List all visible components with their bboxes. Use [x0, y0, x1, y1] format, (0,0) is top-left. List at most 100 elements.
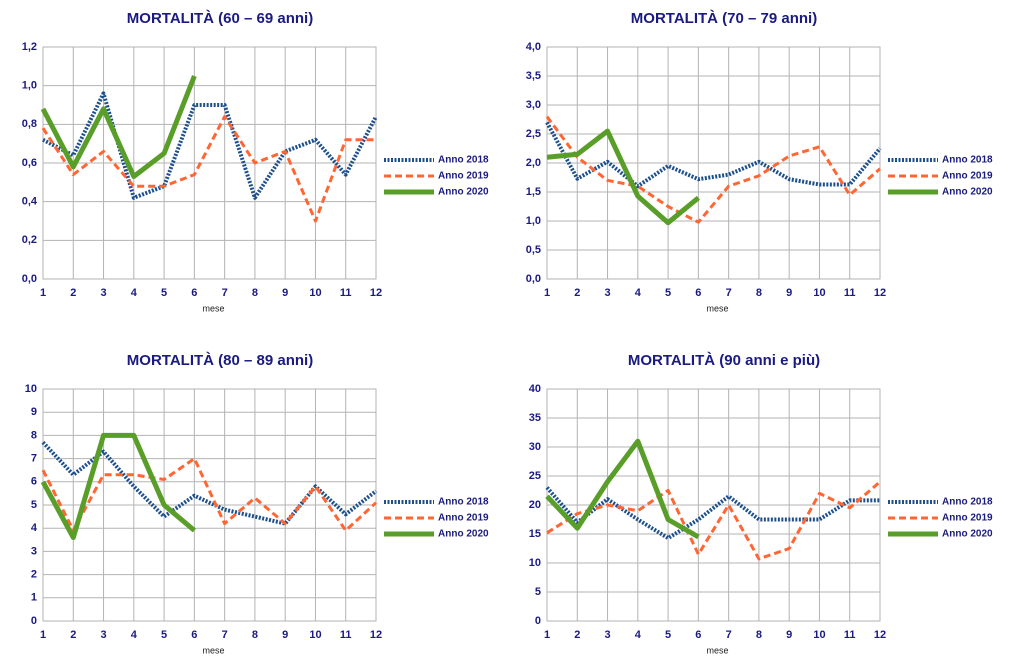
legend-label: Anno 2019: [942, 171, 993, 182]
x-tick-label: 3: [604, 287, 610, 299]
series-line: [40, 432, 197, 540]
x-tick-label: 2: [574, 287, 580, 299]
legend-label: Anno 2018: [438, 497, 489, 508]
x-tick-label: 4: [131, 287, 138, 299]
chart-title: MORTALITÀ (70 – 79 anni): [631, 10, 817, 27]
x-tick-label: 11: [844, 287, 856, 299]
x-tick-label: 12: [874, 287, 886, 299]
plot-frame: [546, 46, 881, 280]
x-tick-label: 6: [191, 287, 197, 299]
x-tick-label: 8: [756, 629, 762, 641]
y-tick-label: 5: [535, 586, 541, 598]
legend-label: Anno 2020: [942, 187, 993, 198]
legend-label: Anno 2018: [438, 155, 489, 166]
y-tick-label: 20: [529, 499, 541, 511]
y-tick-label: 4,0: [526, 41, 541, 53]
y-tick-label: 3,5: [526, 70, 541, 82]
x-tick-label: 1: [544, 629, 550, 641]
y-tick-label: 0,4: [22, 196, 38, 208]
x-tick-label: 12: [370, 287, 382, 299]
x-tick-label: 7: [222, 287, 228, 299]
x-tick-label: 8: [252, 629, 258, 641]
x-tick-label: 1: [544, 287, 550, 299]
x-tick-label: 2: [574, 629, 580, 641]
x-axis-label: mese: [706, 303, 728, 313]
x-tick-label: 3: [100, 629, 106, 641]
x-tick-label: 4: [635, 629, 642, 641]
y-tick-label: 0,8: [22, 118, 37, 130]
y-tick-label: 0,6: [22, 157, 37, 169]
x-axis-label: mese: [202, 645, 224, 655]
plot-frame: [42, 46, 377, 280]
y-tick-label: 3: [31, 545, 37, 557]
series-line: [545, 486, 880, 541]
x-tick-label: 12: [370, 629, 382, 641]
y-tick-label: 0,2: [22, 234, 37, 246]
series-line: [42, 91, 378, 200]
y-tick-label: 30: [529, 441, 541, 453]
x-tick-label: 5: [665, 629, 671, 641]
plot-frame: [42, 388, 377, 622]
x-tick-label: 2: [70, 287, 76, 299]
y-tick-label: 2,5: [526, 128, 541, 140]
y-tick-label: 1: [31, 592, 37, 604]
y-tick-label: 25: [529, 470, 541, 482]
x-tick-label: 9: [786, 629, 792, 641]
series-line: [546, 480, 881, 561]
x-tick-label: 3: [604, 629, 610, 641]
series-line: [545, 121, 882, 189]
x-tick-label: 11: [340, 629, 352, 641]
x-tick-label: 2: [70, 629, 76, 641]
x-tick-label: 10: [309, 287, 321, 299]
legend-label: Anno 2018: [942, 497, 993, 508]
x-tick-label: 5: [161, 287, 167, 299]
x-tick-label: 5: [665, 287, 671, 299]
x-tick-label: 10: [309, 629, 321, 641]
chart-panel: 0,00,51,01,52,02,53,03,54,01 2 3 4 5 6 7 8 9 10 11…: [526, 10, 993, 313]
y-tick-label: 35: [529, 412, 541, 424]
y-tick-label: 0,0: [526, 273, 541, 285]
x-tick-label: 5: [161, 629, 167, 641]
series-line: [545, 115, 881, 224]
x-tick-label: 9: [282, 287, 288, 299]
series-line: [41, 441, 378, 526]
legend-label: Anno 2018: [942, 155, 993, 166]
y-tick-label: 10: [529, 557, 541, 569]
y-tick-label: 9: [31, 406, 37, 418]
y-tick-label: 8: [31, 429, 37, 441]
legend-label: Anno 2020: [438, 187, 489, 198]
legend-label: Anno 2019: [438, 171, 489, 182]
chart-title: MORTALITÀ (90 anni e più): [628, 352, 820, 369]
series-line: [40, 75, 197, 179]
x-tick-label: 6: [695, 629, 701, 641]
legend-label: Anno 2019: [438, 513, 489, 524]
legend-label: Anno 2020: [942, 529, 993, 540]
x-tick-label: 11: [340, 287, 352, 299]
y-tick-label: 2,0: [526, 157, 541, 169]
x-tick-label: 7: [726, 287, 732, 299]
chart-panel: 0,00,20,40,60,81,01,21 2 3 4 5 6 7 8 9 10 11 12MORT…: [22, 10, 489, 313]
y-tick-label: 0: [535, 615, 541, 627]
y-tick-label: 5: [31, 499, 37, 511]
y-tick-label: 1,2: [22, 41, 37, 53]
x-tick-label: 1: [40, 629, 46, 641]
series-line: [545, 438, 700, 540]
x-tick-label: 12: [874, 629, 886, 641]
x-tick-label: 4: [131, 629, 138, 641]
x-tick-label: 8: [252, 287, 258, 299]
x-tick-label: 9: [786, 287, 792, 299]
y-tick-label: 4: [31, 522, 38, 534]
y-tick-label: 2: [31, 569, 37, 581]
y-tick-label: 0,5: [526, 244, 541, 256]
series-line: [546, 128, 700, 226]
y-tick-label: 1,5: [526, 186, 541, 198]
x-axis-label: mese: [706, 645, 728, 655]
series-line: [41, 115, 376, 223]
x-tick-label: 6: [695, 287, 701, 299]
y-tick-label: 3,0: [526, 99, 541, 111]
chart-title: MORTALITÀ (80 – 89 anni): [127, 352, 313, 369]
y-tick-label: 40: [529, 383, 541, 395]
